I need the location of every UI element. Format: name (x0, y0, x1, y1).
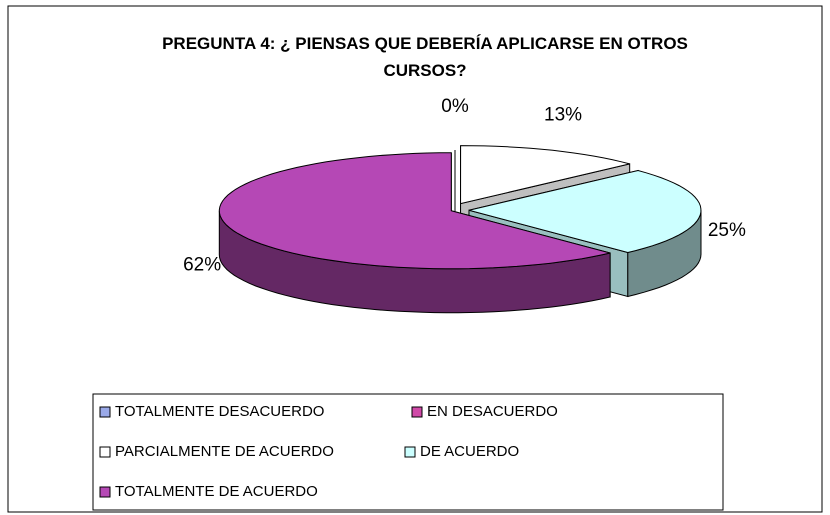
legend-label: PARCIALMENTE DE ACUERDO (115, 443, 334, 460)
slice (460, 145, 630, 205)
data-label: 62% (183, 255, 221, 276)
legend-label: TOTALMENTE DE ACUERDO (115, 483, 318, 500)
legend-label: DE ACUERDO (420, 443, 519, 460)
data-label: 25% (708, 220, 746, 241)
slice (218, 152, 611, 270)
legend-swatch (99, 486, 111, 498)
data-label: 13% (544, 104, 582, 125)
data-label: 0% (441, 96, 469, 117)
legend-swatch (411, 406, 423, 418)
pie (218, 145, 702, 314)
legend-label: TOTALMENTE DESACUERDO (115, 403, 324, 420)
legend-swatch (404, 446, 416, 458)
chart-title: PREGUNTA 4: ¿ PIENSAS QUE DEBERÍA APLICA… (162, 34, 688, 80)
legend-swatch (99, 446, 111, 458)
slice (468, 169, 702, 254)
legend-label: EN DESACUERDO (427, 403, 558, 420)
legend-swatch (99, 406, 111, 418)
